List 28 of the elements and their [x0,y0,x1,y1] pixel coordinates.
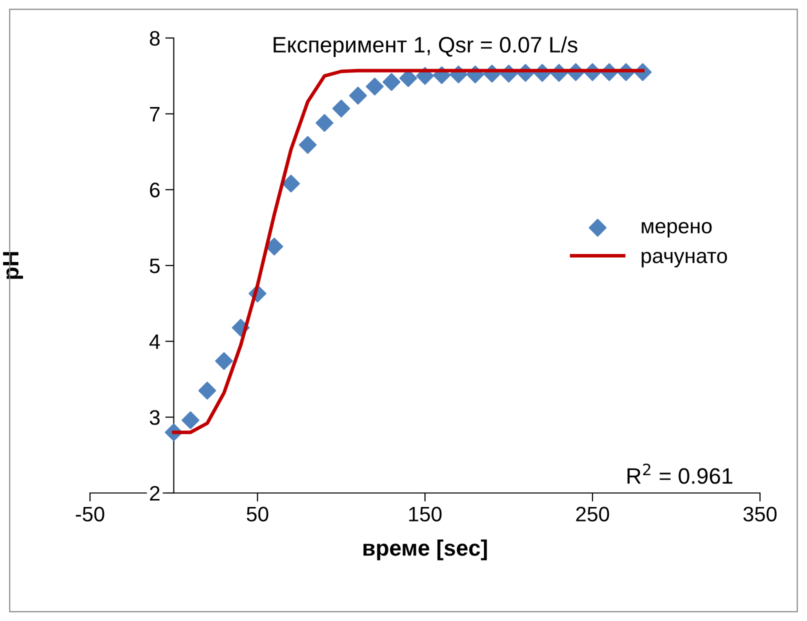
x-tick-label: 350 [743,506,777,522]
y-tick-label: 7 [150,107,160,122]
x-tick-label: 50 [246,506,268,522]
y-tick-label: 3 [150,410,160,425]
y-tick-label: 8 [150,31,160,46]
legend-label: рачунато [642,252,727,268]
y-axis-title: pH [3,252,23,279]
x-tick-label: -50 [76,506,104,522]
y-tick-label: 6 [150,182,160,198]
point [298,136,317,154]
point [382,73,400,91]
x-axis-title: време [sec] [363,540,487,560]
x-tick-label: 150 [409,506,442,522]
y-tick-label: 4 [149,334,160,349]
point [282,174,300,193]
point [215,352,233,370]
y-tick-label: 5 [150,258,160,274]
annotation: R$^{2}$ = 0.961 [628,464,732,484]
point [316,114,334,132]
y-tick-label: 2 [150,486,160,501]
point [366,78,384,96]
legend-label: мерено [642,222,712,238]
point [332,100,350,118]
point [349,86,367,105]
chart-title: Експеримент 1, Qsr = 0.07 L/s [274,36,578,58]
x-tick-label: 250 [576,506,610,522]
point [198,382,216,400]
point [182,411,200,430]
